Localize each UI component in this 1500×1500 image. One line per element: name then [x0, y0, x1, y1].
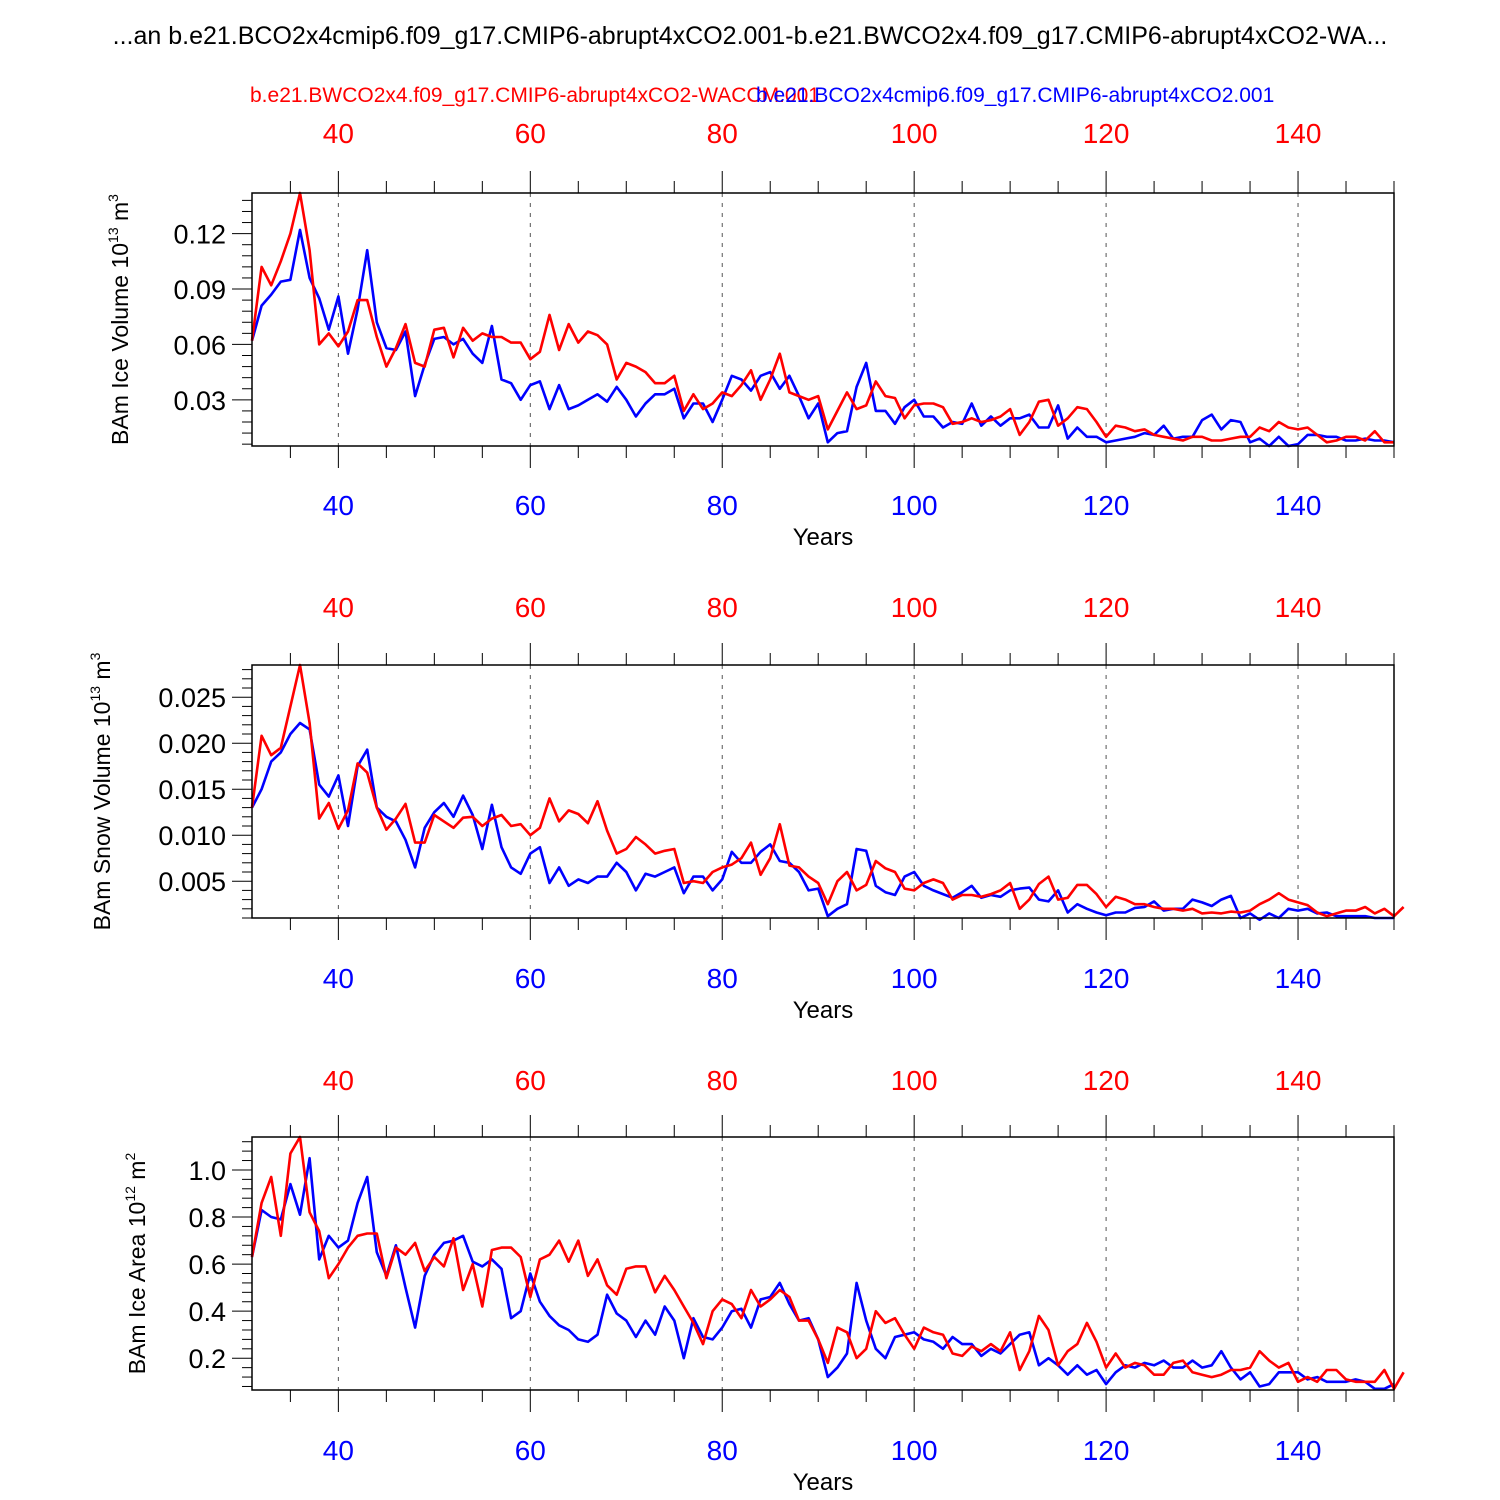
series-line-blue [250, 721, 1394, 922]
series-line-red [250, 1135, 1405, 1391]
plot-frame [251, 664, 1395, 919]
series-line-red [250, 663, 1405, 918]
x-tick-label-bottom: 120 [1083, 963, 1130, 994]
x-tick-label-top: 60 [515, 592, 546, 623]
x-tick-label-top: 80 [707, 592, 738, 623]
x-axis-label: Years [793, 1469, 854, 1496]
legend-blue-label: b.e21.BCO2x4cmip6.f09_g17.CMIP6-abrupt4x… [756, 84, 1274, 107]
panel-3: 0.2 0.4 0.6 0.8 1.0 40 40 60 60 80 80 100 100 120 120 1… [122, 1065, 1405, 1496]
x-tick-label-top: 100 [891, 592, 938, 623]
x-tick-label-bottom: 100 [891, 963, 938, 994]
series-line-blue [250, 228, 1395, 448]
x-axis-label: Years [793, 524, 854, 551]
plot-frame [251, 192, 1395, 447]
x-tick-marks [232, 1115, 1395, 1412]
y-tick-label: 0.010 [158, 821, 226, 851]
x-axis-label: Years [793, 997, 854, 1024]
y-tick-label: 0.4 [188, 1297, 226, 1327]
x-tick-label-bottom: 140 [1275, 963, 1322, 994]
x-tick-label-top: 60 [515, 118, 546, 149]
x-tick-label-top: 120 [1083, 592, 1130, 623]
x-tick-label-top: 140 [1275, 1065, 1322, 1096]
x-tick-label-top: 40 [323, 118, 354, 149]
x-tick-label-bottom: 120 [1083, 1435, 1130, 1466]
y-tick-label: 0.8 [188, 1203, 226, 1233]
y-tick-label: 0.03 [173, 386, 226, 416]
x-tick-label-top: 140 [1275, 118, 1322, 149]
legend-red-label: b.e21.BWCO2x4.f09_g17.CMIP6-abrupt4xCO2-… [250, 84, 820, 107]
y-axis-label: BAm Ice Volume 1013 m3 [105, 194, 133, 445]
series-line-red [250, 191, 1394, 444]
x-tick-label-bottom: 60 [515, 1435, 546, 1466]
y-tick-label: 0.06 [173, 330, 226, 360]
y-axis-label: BAm Snow Volume 1013 m3 [87, 652, 115, 930]
x-tick-label-bottom: 140 [1275, 490, 1322, 521]
x-tick-label-top: 80 [707, 118, 738, 149]
figure-title: ...an b.e21.BCO2x4cmip6.f09_g17.CMIP6-ab… [113, 22, 1388, 50]
x-tick-label-top: 80 [707, 1065, 738, 1096]
legend: b.e21.BWCO2x4.f09_g17.CMIP6-abrupt4xCO2-… [250, 84, 1274, 107]
x-tick-label-bottom: 80 [707, 1435, 738, 1466]
y-tick-label: 0.005 [158, 867, 226, 897]
x-tick-label-top: 100 [891, 118, 938, 149]
x-tick-label-bottom: 40 [323, 490, 354, 521]
x-tick-label-bottom: 80 [707, 490, 738, 521]
x-tick-label-top: 100 [891, 1065, 938, 1096]
y-tick-label: 0.2 [188, 1344, 226, 1374]
x-tick-label-top: 40 [323, 592, 354, 623]
x-tick-label-bottom: 100 [891, 490, 938, 521]
x-tick-label-top: 120 [1083, 118, 1130, 149]
y-tick-label: 0.015 [158, 775, 226, 805]
y-tick-label: 0.12 [173, 220, 226, 250]
plot-frame [251, 1136, 1395, 1391]
x-tick-label-bottom: 60 [515, 963, 546, 994]
y-tick-label: 0.09 [173, 275, 226, 305]
x-tick-label-bottom: 60 [515, 490, 546, 521]
y-tick-label: 0.020 [158, 729, 226, 759]
y-tick-label: 1.0 [188, 1156, 226, 1186]
x-tick-label-top: 40 [323, 1065, 354, 1096]
series-line-blue [250, 1156, 1395, 1391]
x-tick-label-bottom: 40 [323, 963, 354, 994]
panel-2: 0.005 0.010 0.015 0.020 0.025 40 40 60 60 80 80 100… [87, 592, 1405, 1024]
x-tick-label-top: 140 [1275, 592, 1322, 623]
x-tick-label-bottom: 140 [1275, 1435, 1322, 1466]
y-tick-label: 0.025 [158, 683, 226, 713]
x-tick-label-bottom: 120 [1083, 490, 1130, 521]
y-tick-label: 0.6 [188, 1250, 226, 1280]
x-tick-label-top: 120 [1083, 1065, 1130, 1096]
y-axis-label: BAm Ice Area 1012 m2 [122, 1153, 150, 1375]
panel-1: 0.03 0.06 0.09 0.12 40 40 60 60 80 80 100 100 120 120… [105, 118, 1395, 551]
x-tick-label-bottom: 80 [707, 963, 738, 994]
x-tick-marks [232, 171, 1395, 468]
x-tick-label-top: 60 [515, 1065, 546, 1096]
x-tick-marks [232, 643, 1395, 940]
x-tick-label-bottom: 40 [323, 1435, 354, 1466]
x-tick-label-bottom: 100 [891, 1435, 938, 1466]
